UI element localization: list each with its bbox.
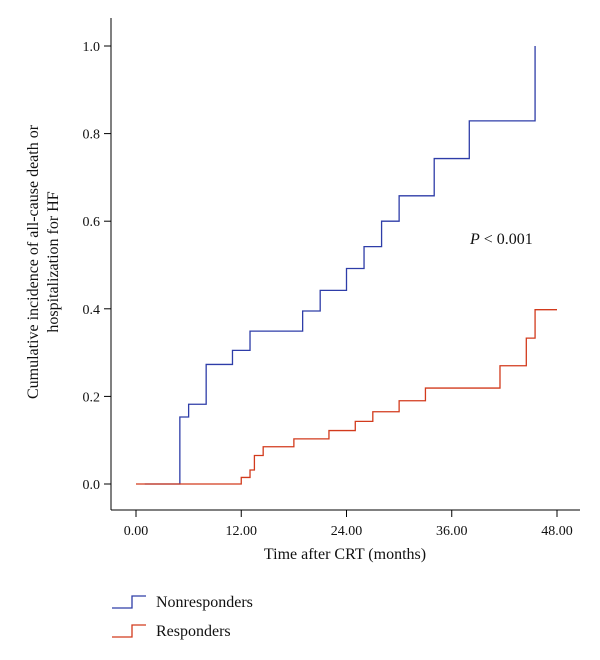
y-tick-label: 1.0 (83, 40, 101, 55)
x-tick-label: 0.00 (124, 524, 149, 539)
x-tick-label: 48.00 (541, 524, 573, 539)
y-tick-label: 0.4 (83, 303, 101, 318)
y-ticks: 0.0 0.2 0.4 0.6 0.8 1.0 (83, 40, 111, 493)
axes (110, 18, 580, 511)
legend-swatch-responders (112, 624, 146, 638)
x-tick-label: 12.00 (226, 524, 258, 539)
series-line-nonresponders (144, 46, 536, 485)
p-value-text: < 0.001 (480, 231, 533, 248)
series-line-responders (136, 309, 557, 485)
legend: Nonresponders Responders (112, 594, 253, 640)
y-tick-label: 0.6 (83, 215, 101, 230)
series-group (136, 46, 557, 485)
x-ticks: 0.00 12.00 24.00 36.00 48.00 (124, 510, 573, 539)
y-tick-label: 0.0 (83, 478, 101, 493)
y-axis-title-line-1: Cumulative incidence of all-cause death … (25, 124, 42, 399)
x-tick-label: 24.00 (331, 524, 363, 539)
x-axis-title: Time after CRT (months) (264, 546, 426, 563)
x-tick-label: 36.00 (436, 524, 468, 539)
y-tick-label: 0.2 (83, 390, 101, 405)
y-tick-label: 0.8 (83, 128, 101, 143)
legend-label-responders: Responders (156, 623, 231, 640)
y-axis-title-line-2: hospitalization for HF (45, 191, 62, 332)
legend-label-nonresponders: Nonresponders (156, 594, 253, 611)
p-value-annotation: P < 0.001 (469, 231, 533, 248)
legend-swatch-nonresponders (112, 595, 146, 609)
p-value-symbol: P (469, 231, 480, 248)
